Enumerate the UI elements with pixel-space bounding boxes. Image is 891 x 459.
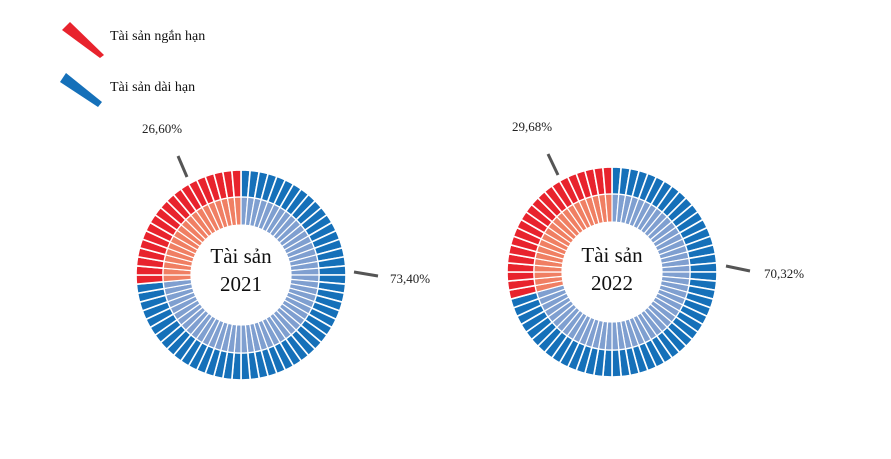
center-label-year-2021: 2021 [220,272,262,296]
donut-segment-outer-long [317,264,347,276]
donut-segment-outer-long [688,261,718,273]
legend-label-short-term: Tài sản ngắn hạn [110,29,205,44]
legend-label-long-term: Tài sản dài hạn [110,80,195,95]
leader-line-short-2022 [546,153,560,176]
donut-segment-outer-short [135,274,165,286]
donut-segment-outer-short [230,169,242,199]
donut-chart-2021: 26,60% 73,40% Tài sản 2021 [135,121,430,381]
leader-line-long-2022 [725,264,751,273]
data-label-long-2022: 70,32% [764,266,804,281]
donut-segment-outer-short [601,166,613,196]
donut-segment-outer-long [611,348,623,378]
leader-line-long-2021 [353,270,379,278]
data-label-short-2021: 26,60% [142,121,182,136]
donut-chart-2022: 29,68% 70,32% Tài sản 2022 [506,119,804,378]
center-label-year-2022: 2022 [591,271,633,295]
donut-segment-outer-long [240,351,252,381]
leader-line-short-2021 [176,155,189,178]
legend: Tài sản ngắn hạn Tài sản dài hạn [60,22,205,107]
donut-hole [562,222,662,322]
data-label-short-2022: 29,68% [512,119,552,134]
donut-hole [191,225,291,325]
blue-wedge-icon [60,73,102,107]
center-label-title-2022: Tài sản [581,243,643,267]
center-label-title-2021: Tài sản [210,244,272,268]
red-wedge-icon [62,22,104,58]
donut-segment-outer-short [506,271,536,283]
data-label-long-2021: 73,40% [390,271,430,286]
